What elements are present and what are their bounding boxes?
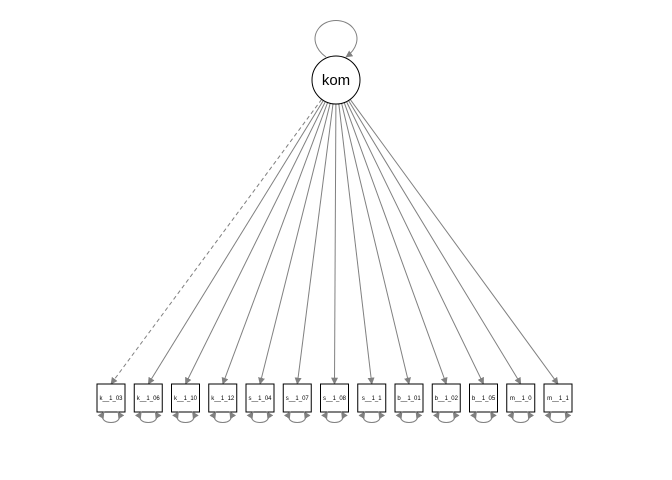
loading-edge-k__1_06 [147,100,324,385]
indicator-label: k__1_06 [137,396,161,402]
indicator-label: k__1_12 [211,396,235,402]
indicator-label: m__1_1 [547,396,569,402]
loading-edge-s__1_04 [258,103,331,385]
indicator-box [506,383,536,413]
indicator-label: b__1_05 [472,396,496,402]
indicator-box [171,383,200,413]
indicator-box [282,383,312,413]
indicator-node: s__1_08 [320,383,349,423]
loading-edge-k__1_03 [110,99,323,385]
loading-edge-s__1_08 [331,103,339,385]
indicator-box [320,383,349,413]
loading-edge-m__1_1 [349,99,559,385]
indicator-node: m__1_0 [506,383,536,423]
indicator-node: s__1_1 [357,383,387,423]
indicator-node: k__1_10 [171,383,200,423]
indicator-node: k__1_03 [96,383,126,423]
indicator-node: s__1_04 [245,383,275,423]
residual-loop-b__1_05 [470,411,497,423]
loading-edge-m__1_0 [348,100,522,385]
residual-loop-m__1_0 [507,411,535,423]
residual-loop-k__1_10 [172,411,199,423]
indicator-nodes: k__1_03 k__1_06 k__1_10 k__1_12 s__1_04 s__1_… [96,383,573,423]
indicator-label: m__1_0 [510,396,532,402]
indicator-node: b__1_02 [431,383,461,423]
residual-loop-s__1_07 [283,411,311,423]
indicator-box [431,383,461,413]
indicator-label: s__1_1 [362,396,382,402]
indicator-node: m__1_1 [543,383,573,423]
indicator-label: s__1_04 [248,396,272,402]
indicator-label: b__1_02 [435,396,459,402]
loading-edge-k__1_10 [185,101,326,385]
latent-circle [311,55,361,105]
indicator-box [133,383,163,413]
residual-loop-s__1_04 [246,411,274,423]
indicator-label: k__1_03 [99,396,123,402]
loading-edge-k__1_12 [221,102,329,385]
loading-edge-s__1_07 [294,103,334,385]
residual-loop-b__1_01 [395,411,423,423]
indicator-label: s__1_07 [286,396,310,402]
indicator-label: k__1_10 [174,396,198,402]
indicator-node: b__1_01 [394,383,424,423]
residual-loop-b__1_02 [432,411,460,423]
residual-loop-k__1_12 [209,411,237,423]
indicator-node: k__1_12 [208,383,238,423]
indicator-node: b__1_05 [469,383,498,423]
indicator-node: k__1_06 [133,383,163,423]
loading-edge-b__1_05 [346,101,484,385]
latent-node-kom: kom [311,55,361,105]
latent-variance-loop [314,20,358,58]
residual-loop-s__1_08 [321,411,348,423]
indicator-label: s__1_08 [323,396,347,402]
loading-edge-b__1_01 [341,103,411,385]
residual-loop-s__1_1 [358,411,386,423]
loading-edges [110,99,559,385]
indicator-box [543,383,573,413]
indicator-node: s__1_07 [282,383,312,423]
loading-edge-s__1_1 [338,103,375,385]
residual-loop-m__1_1 [544,411,572,423]
indicator-box [357,383,387,413]
residual-loop-k__1_03 [97,411,125,423]
latent-label: kom [322,72,350,89]
loading-edge-b__1_02 [343,102,448,385]
residual-loop-k__1_06 [134,411,162,423]
indicator-label: b__1_01 [397,396,421,402]
indicator-box [245,383,275,413]
